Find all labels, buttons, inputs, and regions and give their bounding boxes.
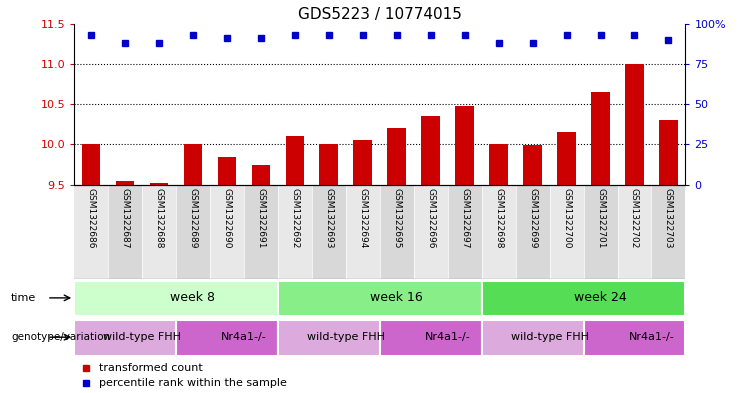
- Text: GSM1322687: GSM1322687: [121, 187, 130, 248]
- Text: GSM1322696: GSM1322696: [426, 187, 435, 248]
- Text: wild-type FHH: wild-type FHH: [511, 332, 588, 342]
- Bar: [353, 140, 372, 185]
- Bar: [278, 281, 482, 316]
- Bar: [413, 185, 448, 279]
- Bar: [74, 185, 108, 279]
- Text: GSM1322692: GSM1322692: [290, 187, 299, 248]
- Bar: [210, 185, 244, 279]
- Bar: [278, 320, 379, 356]
- Bar: [251, 165, 270, 185]
- Bar: [550, 185, 584, 279]
- Text: GSM1322700: GSM1322700: [562, 187, 571, 248]
- Bar: [82, 144, 101, 185]
- Text: GSM1322698: GSM1322698: [494, 187, 503, 248]
- Bar: [184, 144, 202, 185]
- Text: time: time: [11, 293, 36, 303]
- Bar: [482, 185, 516, 279]
- Bar: [244, 185, 278, 279]
- Text: week 16: week 16: [370, 291, 423, 305]
- Text: GSM1322697: GSM1322697: [460, 187, 469, 248]
- Text: genotype/variation: genotype/variation: [11, 332, 110, 342]
- Text: transformed count: transformed count: [99, 362, 202, 373]
- Bar: [150, 183, 168, 185]
- Text: week 8: week 8: [170, 291, 216, 305]
- Text: wild-type FHH: wild-type FHH: [307, 332, 385, 342]
- Text: GDS5223 / 10774015: GDS5223 / 10774015: [298, 7, 462, 22]
- Text: Nr4a1-/-: Nr4a1-/-: [425, 332, 471, 342]
- Bar: [319, 144, 338, 185]
- Bar: [583, 320, 685, 356]
- Bar: [557, 132, 576, 185]
- Text: GSM1322691: GSM1322691: [256, 187, 265, 248]
- Bar: [74, 281, 278, 316]
- Text: GSM1322686: GSM1322686: [87, 187, 96, 248]
- Bar: [659, 120, 678, 185]
- Bar: [176, 185, 210, 279]
- Text: GSM1322694: GSM1322694: [359, 187, 368, 248]
- Bar: [448, 185, 482, 279]
- Bar: [116, 181, 134, 185]
- Bar: [278, 185, 312, 279]
- Text: GSM1322688: GSM1322688: [155, 187, 164, 248]
- Bar: [142, 185, 176, 279]
- Text: GSM1322690: GSM1322690: [222, 187, 231, 248]
- Text: GSM1322703: GSM1322703: [664, 187, 673, 248]
- Bar: [651, 185, 685, 279]
- Bar: [583, 185, 617, 279]
- Bar: [455, 106, 474, 185]
- Bar: [625, 64, 644, 185]
- Bar: [516, 185, 550, 279]
- Bar: [591, 92, 610, 185]
- Text: GSM1322699: GSM1322699: [528, 187, 537, 248]
- Bar: [108, 185, 142, 279]
- Bar: [617, 185, 651, 279]
- Text: GSM1322702: GSM1322702: [630, 187, 639, 248]
- Bar: [379, 320, 482, 356]
- Bar: [285, 136, 305, 185]
- Text: GSM1322689: GSM1322689: [188, 187, 197, 248]
- Bar: [74, 320, 176, 356]
- Text: percentile rank within the sample: percentile rank within the sample: [99, 378, 287, 388]
- Text: GSM1322701: GSM1322701: [596, 187, 605, 248]
- Bar: [523, 145, 542, 185]
- Bar: [346, 185, 379, 279]
- Text: Nr4a1-/-: Nr4a1-/-: [221, 332, 267, 342]
- Bar: [482, 320, 583, 356]
- Bar: [176, 320, 278, 356]
- Text: GSM1322695: GSM1322695: [392, 187, 401, 248]
- Bar: [422, 116, 440, 185]
- Bar: [379, 185, 413, 279]
- Text: wild-type FHH: wild-type FHH: [103, 332, 181, 342]
- Bar: [482, 281, 685, 316]
- Text: Nr4a1-/-: Nr4a1-/-: [628, 332, 674, 342]
- Bar: [312, 185, 346, 279]
- Bar: [388, 128, 406, 185]
- Text: GSM1322693: GSM1322693: [325, 187, 333, 248]
- Bar: [489, 144, 508, 185]
- Bar: [218, 156, 236, 185]
- Text: week 24: week 24: [574, 291, 627, 305]
